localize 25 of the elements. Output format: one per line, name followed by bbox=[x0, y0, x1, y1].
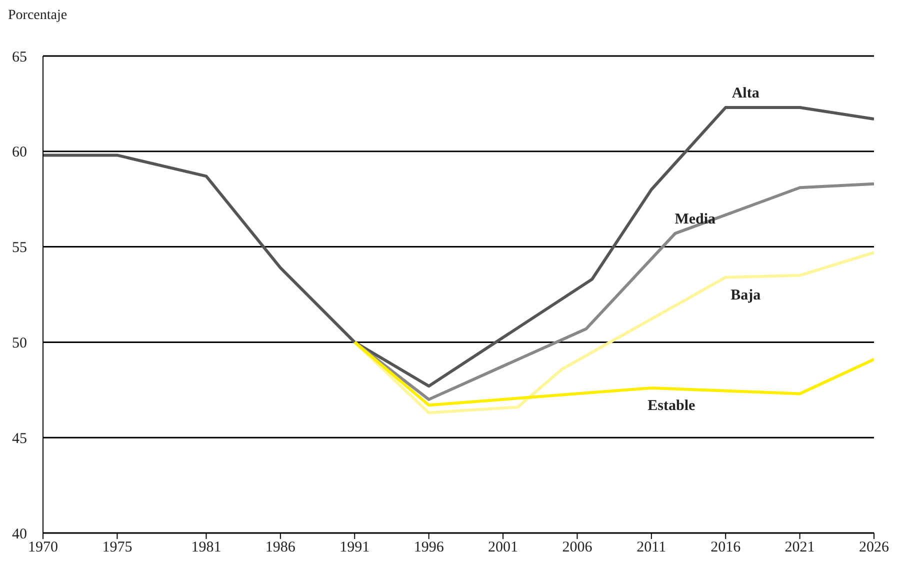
x-tick-label: 1986 bbox=[265, 540, 296, 556]
x-tick-label: 2001 bbox=[488, 540, 518, 556]
x-tick-label: 2016 bbox=[710, 540, 742, 556]
x-tick-label: 2011 bbox=[636, 540, 666, 556]
x-tick-label: 2021 bbox=[784, 540, 815, 556]
y-tick-label: 55 bbox=[12, 240, 27, 256]
x-tick-label: 2006 bbox=[562, 540, 593, 556]
y-tick-label: 40 bbox=[12, 526, 27, 542]
line-series bbox=[353, 251, 874, 414]
x-tick-label: 1975 bbox=[102, 540, 132, 556]
x-tick-label: 1991 bbox=[340, 540, 370, 556]
y-axis-title: Porcentaje bbox=[8, 8, 68, 24]
y-tick-label: 65 bbox=[12, 49, 27, 66]
series-label: Estable bbox=[648, 398, 696, 414]
x-tick-label: 1996 bbox=[414, 540, 444, 556]
x-tick-label: 2026 bbox=[859, 540, 890, 556]
y-tick-label: 60 bbox=[12, 144, 27, 161]
series-label: Baja bbox=[730, 287, 762, 304]
y-tick-label: 45 bbox=[12, 430, 27, 447]
x-tick-label: 1981 bbox=[191, 540, 222, 556]
series-label: Media bbox=[674, 211, 716, 228]
series-label: Alta bbox=[732, 86, 760, 102]
x-tick-label: 1970 bbox=[28, 540, 58, 556]
line-series bbox=[43, 106, 874, 388]
y-tick-label: 50 bbox=[12, 336, 27, 352]
